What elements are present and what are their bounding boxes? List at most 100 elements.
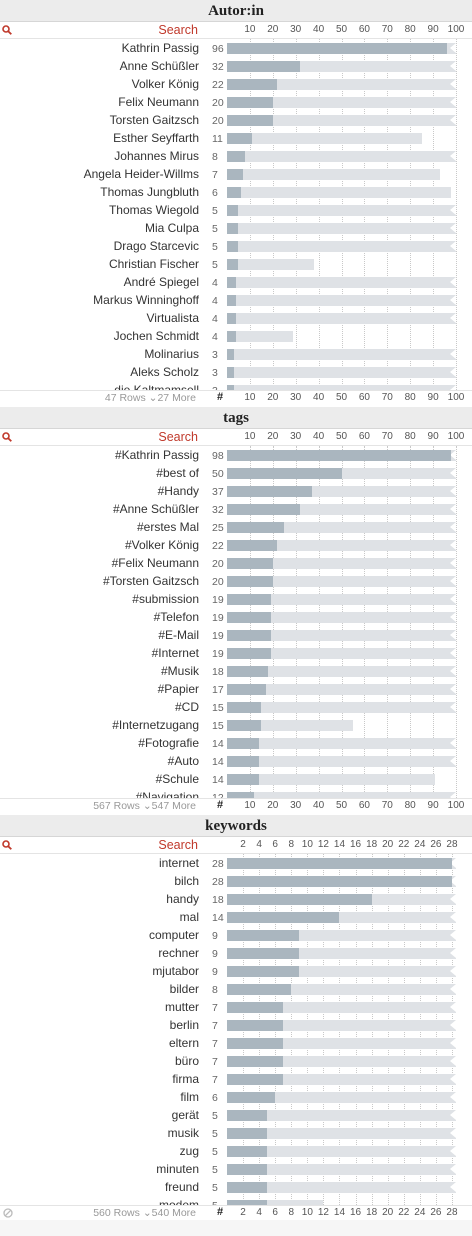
- clear-filter-icon[interactable]: [3, 1208, 13, 1218]
- list-item[interactable]: Angela Heider-Willms 7: [0, 165, 472, 183]
- list-item[interactable]: #CD 15: [0, 698, 472, 716]
- list-item[interactable]: #Navigation 12: [0, 788, 472, 798]
- list-item[interactable]: #Papier 17: [0, 680, 472, 698]
- list-item[interactable]: musik 5: [0, 1124, 472, 1142]
- row-label[interactable]: internet: [158, 856, 199, 870]
- row-label[interactable]: bilder: [169, 982, 199, 996]
- list-item[interactable]: bilch 28: [0, 872, 472, 890]
- row-label[interactable]: #Auto: [167, 754, 199, 768]
- row-label[interactable]: Felix Neumann: [118, 95, 199, 109]
- list-item[interactable]: Mia Culpa 5: [0, 219, 472, 237]
- list-item[interactable]: #E-Mail 19: [0, 626, 472, 644]
- row-label[interactable]: Mia Culpa: [144, 221, 199, 235]
- more-button[interactable]: ⌄540 More: [142, 1207, 196, 1219]
- row-label[interactable]: #Internet: [151, 646, 199, 660]
- list-item[interactable]: mutter 7: [0, 998, 472, 1016]
- list-item[interactable]: modem 5: [0, 1196, 472, 1205]
- row-label[interactable]: film: [180, 1090, 199, 1104]
- count-header[interactable]: #: [217, 799, 224, 811]
- row-label[interactable]: minuten: [156, 1162, 199, 1176]
- row-label[interactable]: Johannes Mirus: [114, 149, 199, 163]
- row-label[interactable]: mjutabor: [152, 964, 199, 978]
- row-label[interactable]: #submission: [132, 592, 199, 606]
- row-label[interactable]: Markus Winninghoff: [93, 293, 199, 307]
- list-item[interactable]: gerät 5: [0, 1106, 472, 1124]
- list-item[interactable]: computer 9: [0, 926, 472, 944]
- list-item[interactable]: Drago Starcevic 5: [0, 237, 472, 255]
- row-label[interactable]: #Handy: [157, 484, 199, 498]
- row-label[interactable]: zug: [179, 1144, 199, 1158]
- list-item[interactable]: #Telefon 19: [0, 608, 472, 626]
- row-label[interactable]: Anne Schüßler: [119, 59, 199, 73]
- list-item[interactable]: #Fotografie 14: [0, 734, 472, 752]
- list-item[interactable]: freund 5: [0, 1178, 472, 1196]
- list-item[interactable]: büro 7: [0, 1052, 472, 1070]
- list-item[interactable]: #submission 19: [0, 590, 472, 608]
- row-label[interactable]: #Musik: [160, 664, 199, 678]
- list-item[interactable]: rechner 9: [0, 944, 472, 962]
- list-item[interactable]: firma 7: [0, 1070, 472, 1088]
- list-item[interactable]: #Felix Neumann 20: [0, 554, 472, 572]
- row-label[interactable]: berlin: [169, 1018, 199, 1032]
- list-item[interactable]: #Kathrin Passig 98: [0, 446, 472, 464]
- count-header[interactable]: #: [217, 1206, 224, 1218]
- row-label[interactable]: firma: [172, 1072, 199, 1086]
- search-icon[interactable]: [2, 432, 12, 442]
- row-label[interactable]: mutter: [164, 1000, 199, 1014]
- search-icon[interactable]: [2, 25, 12, 35]
- list-item[interactable]: zug 5: [0, 1142, 472, 1160]
- rows[interactable]: #Kathrin Passig 98 #best of 50 #Handy 37 #Anne…: [0, 446, 472, 798]
- row-label[interactable]: André Spiegel: [123, 275, 199, 289]
- row-label[interactable]: #best of: [156, 466, 199, 480]
- list-item[interactable]: Anne Schüßler 32: [0, 57, 472, 75]
- list-item[interactable]: André Spiegel 4: [0, 273, 472, 291]
- list-item[interactable]: #Volker König 22: [0, 536, 472, 554]
- row-label[interactable]: #Anne Schüßler: [112, 502, 199, 516]
- row-label[interactable]: handy: [166, 892, 199, 906]
- row-label[interactable]: bilch: [174, 874, 199, 888]
- row-label[interactable]: gerät: [171, 1108, 199, 1122]
- search-input[interactable]: Search: [158, 23, 198, 37]
- search-input[interactable]: Search: [158, 838, 198, 852]
- rows[interactable]: Kathrin Passig 96 Anne Schüßler 32 Volker Kö…: [0, 39, 472, 390]
- more-button[interactable]: ⌄27 More: [148, 392, 196, 404]
- row-label[interactable]: Thomas Jungbluth: [100, 185, 199, 199]
- list-item[interactable]: handy 18: [0, 890, 472, 908]
- more-button[interactable]: ⌄547 More: [142, 800, 196, 812]
- list-item[interactable]: Johannes Mirus 8: [0, 147, 472, 165]
- row-label[interactable]: rechner: [158, 946, 199, 960]
- list-item[interactable]: #Anne Schüßler 32: [0, 500, 472, 518]
- list-item[interactable]: Christian Fischer 5: [0, 255, 472, 273]
- row-label[interactable]: computer: [148, 928, 199, 942]
- list-item[interactable]: Aleks Scholz 3: [0, 363, 472, 381]
- row-label[interactable]: büro: [174, 1054, 199, 1068]
- row-label[interactable]: #Felix Neumann: [111, 556, 199, 570]
- list-item[interactable]: bilder 8: [0, 980, 472, 998]
- search-row[interactable]: Search 10 20 30 40 50 60 70 80 90 100: [0, 22, 472, 39]
- row-label[interactable]: #Kathrin Passig: [114, 448, 199, 462]
- list-item[interactable]: #Internet 19: [0, 644, 472, 662]
- row-label[interactable]: #Fotografie: [138, 736, 199, 750]
- row-label[interactable]: freund: [164, 1180, 199, 1194]
- list-item[interactable]: #Internetzugang 15: [0, 716, 472, 734]
- search-row[interactable]: Search 2 4 6 8 10 12 14 16 18 20 22 24 26 28: [0, 837, 472, 854]
- row-label[interactable]: Aleks Scholz: [130, 365, 199, 379]
- row-label[interactable]: Virtualista: [146, 311, 199, 325]
- list-item[interactable]: mjutabor 9: [0, 962, 472, 980]
- list-item[interactable]: film 6: [0, 1088, 472, 1106]
- list-item[interactable]: minuten 5: [0, 1160, 472, 1178]
- row-label[interactable]: Volker König: [131, 77, 199, 91]
- list-item[interactable]: #best of 50: [0, 464, 472, 482]
- row-label[interactable]: #Navigation: [135, 790, 199, 798]
- row-label[interactable]: mal: [179, 910, 199, 924]
- row-label[interactable]: Torsten Gaitzsch: [109, 113, 199, 127]
- row-label[interactable]: Esther Seyffarth: [113, 131, 199, 145]
- list-item[interactable]: Virtualista 4: [0, 309, 472, 327]
- list-item[interactable]: #erstes Mal 25: [0, 518, 472, 536]
- rows[interactable]: internet 28 bilch 28 handy 18 mal 14 computer 9 re…: [0, 854, 472, 1205]
- list-item[interactable]: #Torsten Gaitzsch 20: [0, 572, 472, 590]
- list-item[interactable]: Thomas Wiegold 5: [0, 201, 472, 219]
- list-item[interactable]: internet 28: [0, 854, 472, 872]
- list-item[interactable]: Molinarius 3: [0, 345, 472, 363]
- list-item[interactable]: Felix Neumann 20: [0, 93, 472, 111]
